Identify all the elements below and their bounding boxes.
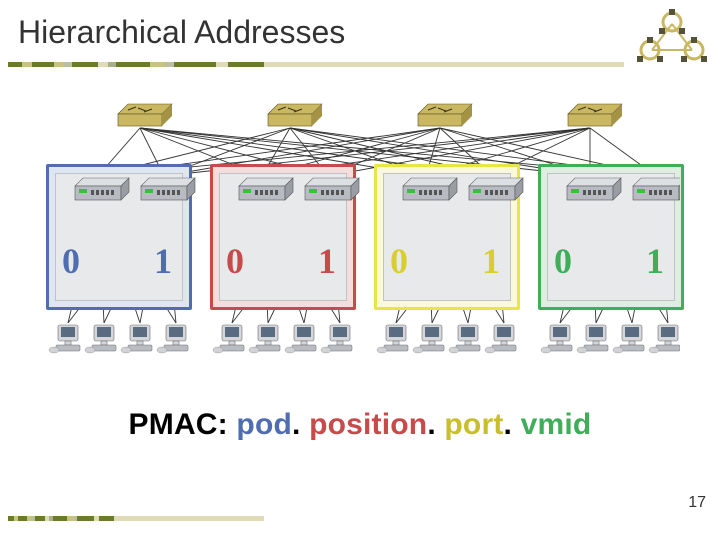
bar-segment — [174, 62, 216, 67]
bar-segment — [32, 62, 54, 67]
caption-dot: . — [504, 408, 521, 441]
page-number: 17 — [688, 494, 706, 512]
bar-segment — [18, 516, 27, 521]
caption-dot: . — [427, 408, 444, 441]
diagram-canvas: 0 1 0 1 0 1 0 1 — [40, 100, 680, 390]
caption-part: port — [444, 408, 503, 441]
pmac-caption: PMAC: pod. position. port. vmid — [0, 408, 720, 442]
position-label: 1 — [154, 240, 172, 282]
bar-segment — [99, 516, 114, 521]
bar-segment — [108, 62, 116, 67]
bar-segment — [216, 62, 228, 67]
bar-segment — [150, 62, 166, 67]
bar-segment — [64, 62, 72, 67]
corner-logo-icon — [634, 8, 710, 68]
bar-segment — [72, 62, 98, 67]
caption-part: position — [309, 408, 427, 441]
bar-segment — [77, 516, 94, 521]
position-label: 1 — [482, 240, 500, 282]
slide: Hierarchical Addresses 0 1 0 1 0 1 0 1 PMAC: po… — [0, 0, 720, 540]
position-label: 0 — [554, 240, 572, 282]
accent-bar-bottom — [8, 516, 264, 521]
bar-segment — [22, 62, 32, 67]
slide-title: Hierarchical Addresses — [18, 14, 345, 51]
position-label: 1 — [318, 240, 336, 282]
position-label: 0 — [390, 240, 408, 282]
bar-segment — [264, 62, 624, 67]
topology-nodes — [40, 100, 680, 390]
bar-segment — [35, 516, 46, 521]
caption-part: vmid — [521, 408, 592, 441]
bar-segment — [54, 62, 64, 67]
caption-part: pod — [236, 408, 292, 441]
bar-segment — [98, 62, 108, 67]
accent-bar-top — [8, 62, 624, 67]
bar-segment — [228, 62, 264, 67]
bar-segment — [116, 62, 150, 67]
position-label: 1 — [646, 240, 664, 282]
bar-segment — [67, 516, 74, 521]
caption-dot: . — [292, 408, 309, 441]
bar-segment — [8, 62, 22, 67]
bar-segment — [53, 516, 67, 521]
bar-segment — [114, 516, 264, 521]
caption-prefix: PMAC: — [129, 408, 228, 441]
bar-segment — [166, 62, 174, 67]
position-label: 0 — [226, 240, 244, 282]
position-label: 0 — [62, 240, 80, 282]
